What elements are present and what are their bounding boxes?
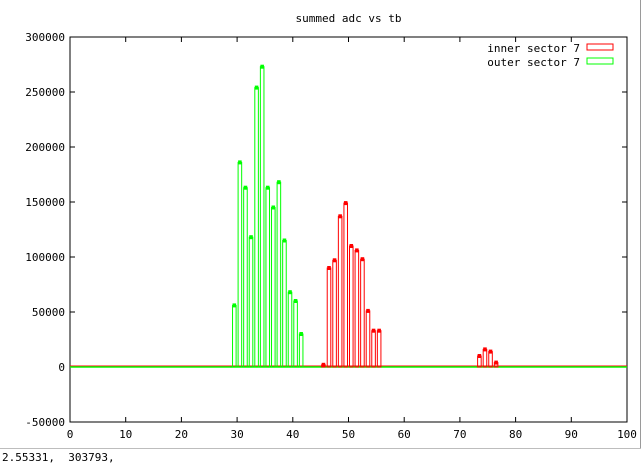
y-tick-label: 300000 <box>25 31 65 44</box>
outer-bar <box>232 304 237 368</box>
outer-bar <box>298 333 304 368</box>
inner-bar <box>354 249 360 368</box>
outer-bar <box>254 87 259 368</box>
outer-bar-cap <box>288 290 292 295</box>
inner-bar <box>337 215 343 368</box>
inner-bar-cap <box>371 328 376 333</box>
x-tick-label: 80 <box>509 428 522 441</box>
legend-label-inner: inner sector 7 <box>487 42 580 55</box>
x-tick-label: 40 <box>286 428 299 441</box>
x-tick-label: 50 <box>342 428 355 441</box>
outer-bar <box>293 300 298 368</box>
outer-bar <box>248 236 254 368</box>
outer-bar-cap <box>265 185 270 190</box>
legend-label-outer: outer sector 7 <box>487 56 580 69</box>
outer-bar-cap <box>299 332 303 336</box>
inner-bar <box>482 348 488 368</box>
inner-bar <box>360 258 365 368</box>
status-bar-coordinates: 2.55331, 303793, <box>0 448 641 465</box>
inner-bar <box>376 330 382 368</box>
inner-bar-cap <box>349 244 354 248</box>
outer-bar <box>259 66 265 368</box>
outer-bar-cap <box>271 205 276 210</box>
inner-bar-cap <box>366 308 370 313</box>
outer-bar-cap <box>232 303 237 308</box>
legend-swatch-inner <box>586 43 614 51</box>
outer-bar-cap <box>243 185 248 190</box>
y-tick-label: 250000 <box>25 86 65 99</box>
outer-bar-cap <box>293 299 298 303</box>
inner-bar-cap <box>327 266 331 270</box>
legend-swatch-outer <box>586 57 614 65</box>
outer-bar <box>282 240 287 368</box>
inner-bar-cap <box>494 360 498 365</box>
inner-bar-cap <box>488 349 493 354</box>
inner-bar-cap <box>355 248 359 253</box>
y-tick-label: 0 <box>58 361 65 374</box>
inner-bar <box>371 330 376 368</box>
y-axis: -50000 0 50000 100000 150000 200000 250000 3000… <box>25 31 627 429</box>
x-tick-label: 30 <box>230 428 243 441</box>
outer-bar <box>276 181 282 368</box>
inner-bar <box>488 351 493 368</box>
plot-frame <box>69 36 628 423</box>
outer-bar-cap <box>260 64 264 69</box>
inner-bar-cap <box>321 362 326 367</box>
x-tick-label: 0 <box>67 428 74 441</box>
outer-bar-cap <box>238 160 242 165</box>
x-tick-label: 70 <box>453 428 466 441</box>
outer-bar-cap <box>277 180 281 185</box>
inner-bar <box>365 310 371 368</box>
inner-bar <box>332 259 337 368</box>
inner-bar-cap <box>343 201 348 206</box>
x-tick-label: 20 <box>175 428 188 441</box>
plot-border <box>69 36 628 423</box>
outer-bar-cap <box>282 238 287 243</box>
outer-bar <box>287 291 293 368</box>
outer-bar <box>271 207 276 368</box>
chart-title: summed adc vs tb <box>296 12 402 25</box>
data-bars <box>70 64 627 368</box>
x-tick-label: 10 <box>119 428 132 441</box>
y-tick-label: -50000 <box>25 416 65 429</box>
plot-area[interactable]: summed adc vs tb 0 10 20 30 40 50 60 70 80 90 100 … <box>0 0 641 448</box>
x-axis: 0 10 20 30 40 50 60 70 80 90 100 <box>67 37 637 441</box>
inner-bar-cap <box>377 328 381 333</box>
inner-bar-cap <box>477 354 482 358</box>
inner-bar-cap <box>332 258 337 263</box>
outer-bar-cap <box>249 235 253 240</box>
y-tick-label: 200000 <box>25 141 65 154</box>
inner-bar <box>326 267 332 368</box>
x-tick-label: 60 <box>398 428 411 441</box>
inner-bar <box>343 202 348 368</box>
y-tick-label: 100000 <box>25 251 65 264</box>
inner-bar <box>349 245 354 368</box>
x-tick-label: 90 <box>565 428 578 441</box>
y-tick-label: 150000 <box>25 196 65 209</box>
inner-bar-cap <box>360 257 365 262</box>
y-tick-label: 50000 <box>32 306 65 319</box>
inner-bar-cap <box>338 214 342 219</box>
outer-bar <box>265 187 271 368</box>
outer-bar <box>237 161 243 368</box>
x-tick-label: 100 <box>617 428 637 441</box>
outer-bar-cap <box>254 85 259 90</box>
inner-bar-cap <box>483 347 487 352</box>
outer-bar <box>243 187 248 368</box>
